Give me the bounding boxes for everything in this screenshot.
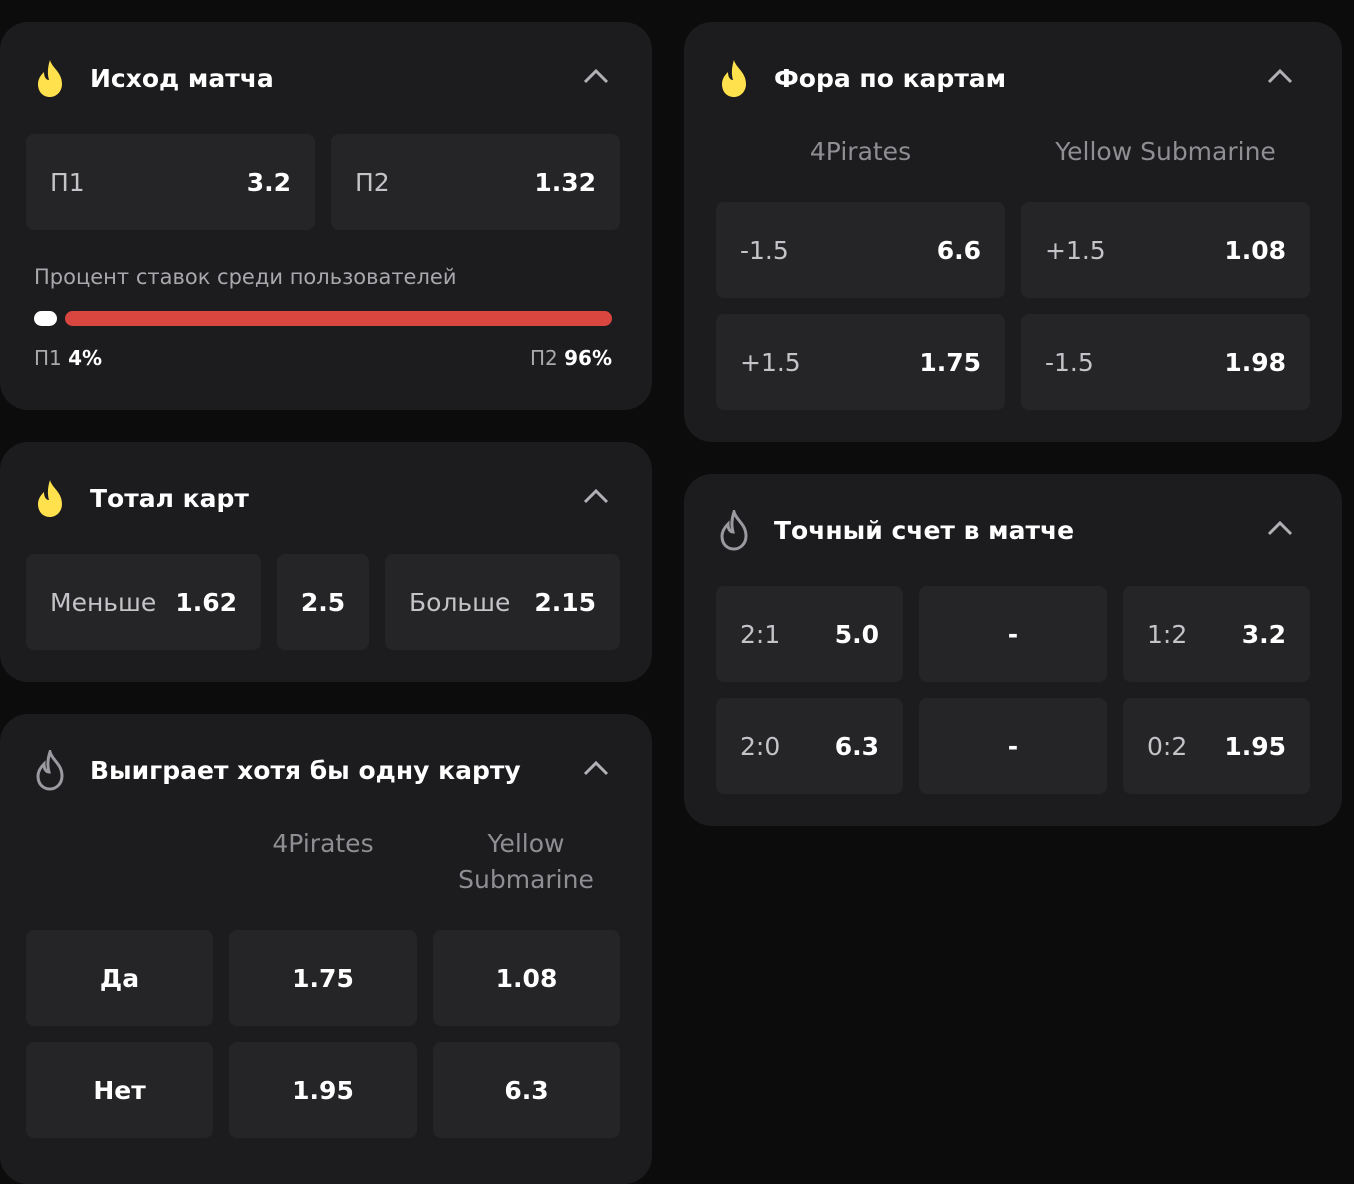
flame-icon	[36, 750, 64, 791]
outcome-label: 1:2	[1147, 619, 1188, 649]
odds-value: 1.98	[1224, 347, 1286, 377]
market-title: Тотал карт	[90, 484, 249, 513]
odds-cell[interactable]: П2 1.32	[331, 134, 620, 230]
market-title: Исход матча	[90, 64, 274, 93]
odds-cell[interactable]: 1:2 3.2	[1123, 586, 1310, 682]
flame-icon	[38, 480, 62, 517]
team-header: 4Pirates	[272, 829, 374, 858]
odds-value: 1.75	[292, 963, 354, 993]
row-label: Нет	[93, 1075, 146, 1105]
row-label-cell: Нет	[26, 1042, 213, 1138]
share-side-label: П2	[530, 346, 558, 370]
outcome-label: П1	[50, 167, 85, 197]
collapse-chevron[interactable]	[583, 760, 609, 776]
outcome-label: -1.5	[1045, 347, 1094, 377]
odds-cell[interactable]: +1.5 1.75	[716, 314, 1005, 410]
odds-cell[interactable]: 1.08	[433, 930, 620, 1026]
share-percent: 4%	[68, 346, 103, 370]
outcome-label: 0:2	[1147, 731, 1188, 761]
outcome-label: -1.5	[740, 235, 789, 265]
odds-cell[interactable]: 1.95	[229, 1042, 417, 1138]
odds-value: 5.0	[834, 619, 879, 649]
odds-value: 1.75	[919, 347, 981, 377]
share-percent: 96%	[564, 346, 612, 370]
flame-icon	[720, 510, 748, 551]
odds-value: 3.2	[1241, 619, 1286, 649]
outcome-label: П2	[355, 167, 390, 197]
team-header: Yellow Submarine	[1055, 137, 1276, 166]
market-title: Точный счет в матче	[774, 516, 1075, 545]
odds-value: 3.2	[246, 167, 291, 197]
row-label-cell: Да	[26, 930, 213, 1026]
market-title: Выиграет хотя бы одну карту	[90, 756, 521, 785]
odds-value: 1.95	[292, 1075, 354, 1105]
share-bar	[34, 311, 612, 326]
draw-cell[interactable]: -	[919, 586, 1107, 682]
odds-value: -	[1007, 731, 1019, 761]
odds-value: -	[1007, 619, 1019, 649]
odds-cell[interactable]: 2:0 6.3	[716, 698, 903, 794]
odds-cell[interactable]: 2:1 5.0	[716, 586, 903, 682]
share-label: П1 4%	[34, 346, 102, 370]
odds-value: 2.5	[300, 587, 346, 617]
row-label: Да	[99, 963, 140, 993]
odds-value: 6.6	[936, 235, 981, 265]
collapse-chevron[interactable]	[583, 68, 609, 84]
outcome-label: Меньше	[50, 587, 157, 617]
flame-icon	[722, 60, 746, 97]
odds-cell[interactable]: П1 3.2	[26, 134, 315, 230]
total-line-cell[interactable]: 2.5	[277, 554, 369, 650]
odds-value: 1.95	[1224, 731, 1286, 761]
odds-value: 1.08	[1224, 235, 1286, 265]
team-header: 4Pirates	[809, 137, 912, 166]
odds-value: 6.3	[504, 1075, 549, 1105]
odds-cell[interactable]: 0:2 1.95	[1123, 698, 1310, 794]
collapse-chevron[interactable]	[1267, 520, 1293, 536]
share-caption: Процент ставок среди пользователей	[34, 265, 457, 289]
market-title: Фора по картам	[774, 64, 1007, 93]
share-side-label: П1	[34, 346, 62, 370]
flame-icon	[38, 60, 62, 97]
outcome-label: +1.5	[740, 347, 801, 377]
odds-cell[interactable]: 1.75	[229, 930, 417, 1026]
odds-cell[interactable]: Больше 2.15	[385, 554, 620, 650]
odds-value: 1.08	[495, 963, 558, 993]
outcome-label: 2:0	[740, 731, 781, 761]
share-segment	[64, 311, 612, 326]
odds-cell[interactable]: -1.5 6.6	[716, 202, 1005, 298]
outcome-label: +1.5	[1045, 235, 1106, 265]
share-label: П2 96%	[530, 346, 612, 370]
odds-cell[interactable]: +1.5 1.08	[1021, 202, 1310, 298]
odds-value: 6.3	[834, 731, 879, 761]
odds-value: 1.62	[175, 587, 237, 617]
outcome-label: Больше	[409, 587, 511, 617]
odds-value: 1.32	[534, 167, 596, 197]
odds-cell[interactable]: Меньше 1.62	[26, 554, 261, 650]
draw-cell[interactable]: -	[919, 698, 1107, 794]
odds-value: 2.15	[534, 587, 596, 617]
odds-cell[interactable]: 6.3	[433, 1042, 620, 1138]
team-header: Yellow Submarine	[458, 829, 594, 894]
odds-cell[interactable]: -1.5 1.98	[1021, 314, 1310, 410]
outcome-label: 2:1	[740, 619, 781, 649]
share-segment	[34, 311, 57, 326]
collapse-chevron[interactable]	[583, 488, 609, 504]
collapse-chevron[interactable]	[1267, 68, 1293, 84]
